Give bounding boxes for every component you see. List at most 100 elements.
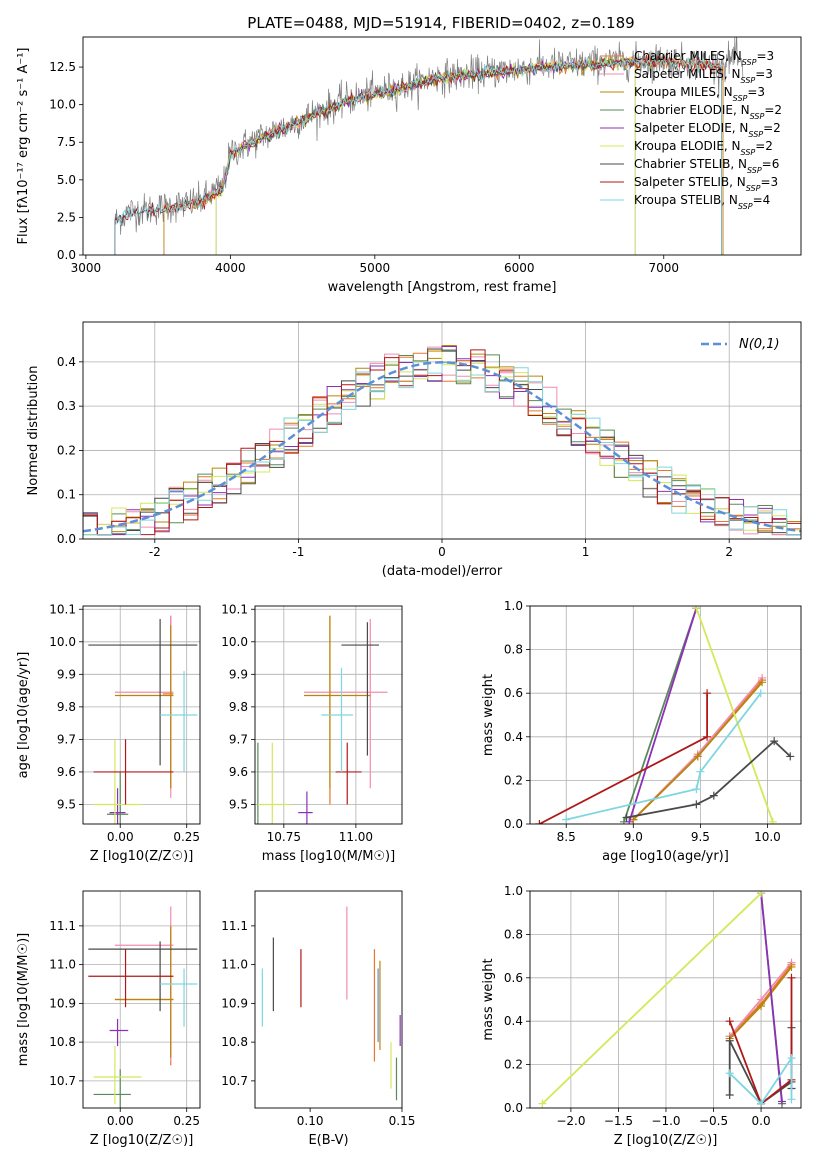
- y-tick-label: 9.5: [57, 797, 76, 811]
- model-spectrum-chabrier-elodie: [215, 56, 636, 255]
- series-salpeter-elodie: [760, 893, 783, 1102]
- series-chabrier-stelib-marker: [725, 1090, 734, 1099]
- y-tick-label: 10.7: [49, 1074, 76, 1088]
- y-tick-label: 10.0: [49, 98, 76, 112]
- y-axis-label: Flux [fλ10⁻¹⁷ erg cm⁻² s⁻¹ A⁻¹]: [16, 48, 31, 245]
- axes-spectrum: 3000 4000 5000 6000 7000 0.0 2.5 5.0 7.5 10.0 12.5…: [16, 36, 802, 295]
- x-axis-label: Z [log10(Z/Z☉)]: [90, 1133, 194, 1148]
- series-salpeter-stelib: [538, 693, 708, 824]
- y-tick-label: 10.7: [221, 1074, 248, 1088]
- legend-value: =2: [763, 121, 781, 135]
- y-tick-label: 11.0: [221, 958, 248, 972]
- x-tick-label: 2: [725, 545, 733, 559]
- y-tick-label: 0.6: [504, 686, 523, 700]
- legend-label: Kroupa ELODIE, NSSP=2: [634, 139, 773, 157]
- x-tick-label: −0.5: [699, 1114, 728, 1128]
- plot-area: [83, 891, 200, 1108]
- series-salpeter-stelib-marker: [703, 732, 712, 741]
- series-kroupa-stelib: [565, 692, 762, 821]
- y-tick-label: 1.0: [504, 884, 523, 898]
- y-tick-label: 0.0: [504, 817, 523, 831]
- y-axis-label: age [log10(age/yr)]: [16, 652, 31, 779]
- y-tick-label: 0.2: [504, 1058, 523, 1072]
- x-tick-label: 5000: [360, 261, 391, 275]
- series-kroupa-miles-marker: [787, 962, 796, 971]
- x-tick-label: 9.0: [624, 830, 643, 844]
- y-tick-label: 1.0: [504, 599, 523, 613]
- figure-title: PLATE=0488, MJD=51914, FIBERID=0402, z=0…: [247, 14, 634, 32]
- y-tick-label: 0.4: [504, 1014, 523, 1028]
- y-tick-label: 10.0: [49, 635, 76, 649]
- y-tick-label: 11.1: [221, 919, 248, 933]
- legend-label: Chabrier MILES, NSSP=3: [634, 49, 774, 67]
- axes-frame: [82, 890, 201, 1109]
- x-tick-label: 10.75: [267, 830, 301, 844]
- legend-value: =3: [755, 67, 773, 81]
- series-kroupa-stelib-marker: [787, 1054, 796, 1063]
- legend-subscript: SSP: [748, 130, 763, 139]
- legend-subscript: SSP: [733, 94, 748, 103]
- x-tick-label: 0.15: [389, 1114, 416, 1128]
- y-tick-label: 10.0: [221, 635, 248, 649]
- series-salpeter-stelib-marker: [787, 973, 796, 982]
- y-tick-label: 0.2: [504, 773, 523, 787]
- x-tick-label: -1: [292, 545, 304, 559]
- series-kroupa-elodie-marker: [692, 606, 701, 613]
- series-kroupa-elodie: [695, 607, 774, 823]
- series-kroupa-stelib-marker: [562, 815, 571, 824]
- y-axis-label: Normed distribution: [26, 366, 41, 496]
- model-spectrum-salpeter-stelib: [114, 54, 722, 255]
- axes-weight_vs_age: 8.5 9.0 9.5 10.0 0.0 0.2 0.4 0.6 0.8 1.0 age [log1…: [481, 599, 802, 864]
- series-salpeter-stelib-marker: [725, 1017, 734, 1026]
- normal-curve: [83, 361, 801, 533]
- series-kroupa-stelib-marker: [696, 767, 705, 776]
- series-chabrier-stelib: [728, 1027, 793, 1106]
- y-tick-label: 9.8: [57, 700, 76, 714]
- model-spectrum-kroupa-elodie: [215, 56, 636, 255]
- x-tick-label: −1.0: [651, 1114, 680, 1128]
- x-tick-label: 8.5: [557, 830, 576, 844]
- axes-residuals: -2 -1 0 1 2 0.0 0.1 0.2 0.3 0.4 (data-model)/error…: [26, 321, 802, 579]
- y-tick-label: 0.1: [57, 488, 76, 502]
- series-salpeter-stelib-marker: [535, 820, 544, 824]
- axes-frame: [82, 36, 802, 256]
- x-tick-label: 0.00: [107, 830, 134, 844]
- legend-subscript: SSP: [741, 148, 756, 157]
- model-spectrum-kroupa-stelib: [114, 55, 722, 255]
- series-salpeter-elodie-marker: [777, 1097, 786, 1106]
- x-tick-label: 0.25: [173, 830, 200, 844]
- series-chabrier-stelib-marker: [622, 813, 631, 822]
- plot-area: [530, 606, 801, 824]
- x-tick-label: 6000: [504, 261, 535, 275]
- axes-frame: [529, 890, 802, 1109]
- legend-value: =2: [764, 103, 782, 117]
- y-tick-label: 0.3: [57, 399, 76, 413]
- series-kroupa-stelib-marker: [692, 785, 701, 794]
- legend-label: Chabrier ELODIE, NSSP=2: [634, 103, 782, 121]
- legend-label: Salpeter STELIB, NSSP=3: [634, 175, 778, 193]
- y-axis-label: mass weight: [481, 958, 496, 1040]
- axes-frame: [82, 605, 201, 825]
- series-salpeter-elodie-marker: [625, 817, 634, 824]
- x-tick-label: 0: [438, 545, 446, 559]
- x-tick-label: 0.10: [297, 1114, 324, 1128]
- y-tick-label: 0.8: [504, 927, 523, 941]
- plot-area: [530, 891, 801, 1108]
- series-kroupa-miles-marker: [758, 678, 767, 687]
- y-tick-label: 0.0: [504, 1101, 523, 1115]
- x-tick-label: −2.0: [556, 1114, 585, 1128]
- y-tick-label: 10.9: [221, 996, 248, 1010]
- y-tick-label: 0.2: [57, 443, 76, 457]
- legend-label: Kroupa MILES, NSSP=3: [634, 85, 765, 103]
- x-axis-label: Z [log10(Z/Z☉)]: [90, 849, 194, 864]
- legend-value: =3: [747, 85, 765, 99]
- legend-value: =3: [760, 175, 778, 189]
- series-kroupa-stelib-marker: [725, 1069, 734, 1078]
- y-axis-label: mass [log10(M/M☉)]: [16, 933, 31, 1066]
- model-spectrum-salpeter-elodie: [215, 58, 636, 255]
- y-tick-label: 11.1: [49, 919, 76, 933]
- series-kroupa-miles-marker: [757, 1002, 766, 1011]
- series-kroupa-elodie-marker: [757, 891, 766, 898]
